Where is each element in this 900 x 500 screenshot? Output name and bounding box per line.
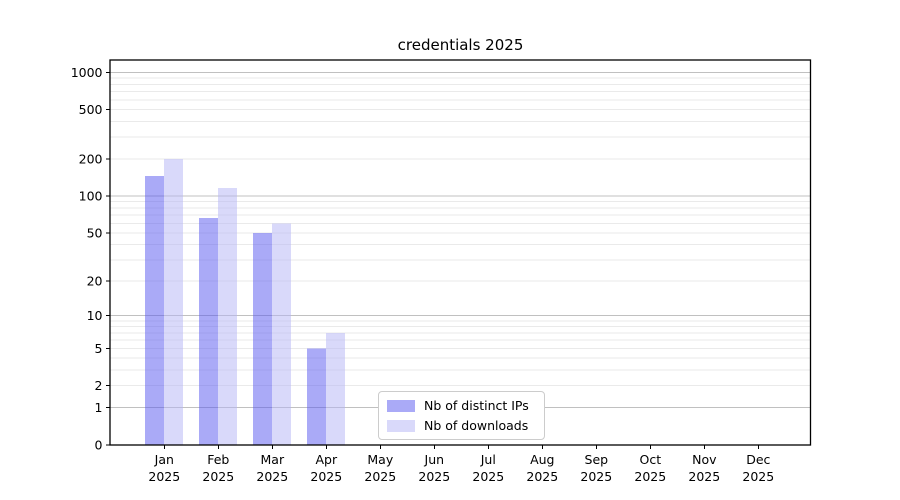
bar-nb-of-distinct-ips-apr [306, 348, 326, 445]
x-tick-year-apr: 2025 [310, 469, 342, 484]
legend-swatch-distinct-ips [387, 399, 415, 412]
legend-label-distinct-ips: Nb of distinct IPs [424, 398, 529, 413]
bar-nb-of-distinct-ips-jan [144, 176, 164, 445]
chart-title: credentials 2025 [397, 36, 524, 54]
x-tick-label-dec: Dec [746, 452, 770, 467]
y-tick-label-200: 200 [79, 151, 103, 166]
x-tick-label-jun: Jun [424, 452, 445, 467]
bar-nb-of-distinct-ips-feb [198, 218, 218, 445]
x-tick-year-feb: 2025 [202, 469, 234, 484]
legend-item-distinct-ips: Nb of distinct IPs [387, 397, 536, 414]
x-tick-year-mar: 2025 [256, 469, 288, 484]
y-tick-label-100: 100 [79, 189, 103, 204]
legend: Nb of distinct IPs Nb of downloads [378, 391, 545, 440]
y-tick-label-10: 10 [87, 308, 103, 323]
bar-nb-of-distinct-ips-mar [252, 232, 272, 445]
bar-nb-of-downloads-apr [325, 332, 345, 445]
legend-swatch-downloads [387, 419, 415, 432]
y-tick-label-500: 500 [79, 102, 103, 117]
x-tick-year-jul: 2025 [472, 469, 504, 484]
x-tick-label-nov: Nov [692, 452, 717, 467]
y-tick-label-2: 2 [95, 378, 103, 393]
x-tick-year-jan: 2025 [148, 469, 180, 484]
x-tick-year-sep: 2025 [580, 469, 612, 484]
legend-item-downloads: Nb of downloads [387, 417, 536, 434]
x-tick-label-jul: Jul [480, 452, 496, 467]
bar-nb-of-downloads-jan [163, 158, 183, 445]
x-tick-year-oct: 2025 [634, 469, 666, 484]
y-tick-label-20: 20 [87, 273, 103, 288]
x-tick-year-may: 2025 [364, 469, 396, 484]
x-tick-label-may: May [367, 452, 393, 467]
axes-border [109, 59, 812, 446]
x-tick-label-jan: Jan [154, 452, 174, 467]
x-tick-year-jun: 2025 [418, 469, 450, 484]
x-tick-label-mar: Mar [261, 452, 285, 467]
x-tick-year-nov: 2025 [688, 469, 720, 484]
bar-nb-of-downloads-mar [271, 223, 291, 445]
y-tick-label-5: 5 [95, 341, 103, 356]
y-tick-label-50: 50 [87, 225, 103, 240]
x-tick-label-apr: Apr [315, 452, 337, 467]
x-tick-label-oct: Oct [639, 452, 661, 467]
y-tick-label-1: 1 [95, 400, 103, 415]
x-tick-label-aug: Aug [530, 452, 554, 467]
x-tick-label-sep: Sep [585, 452, 609, 467]
bar-nb-of-downloads-feb [217, 188, 237, 445]
x-tick-year-aug: 2025 [526, 469, 558, 484]
legend-label-downloads: Nb of downloads [424, 418, 529, 433]
y-tick-label-0: 0 [95, 438, 103, 453]
x-tick-year-dec: 2025 [742, 469, 774, 484]
x-tick-label-feb: Feb [207, 452, 229, 467]
y-tick-label-1000: 1000 [71, 65, 103, 80]
